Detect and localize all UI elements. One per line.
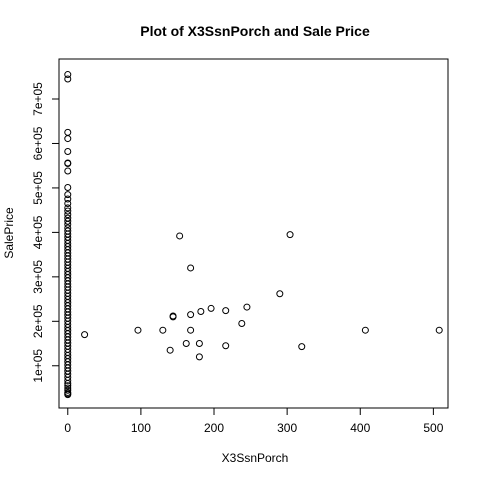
data-point [222,307,230,315]
data-points [64,71,443,399]
data-point [187,326,195,334]
y-axis-label: SalePrice [2,207,16,259]
x-tick-label: 400 [350,421,370,435]
x-tick-label: 0 [64,421,71,435]
y-tick-label: 2e+05 [31,304,45,338]
x-axis: 0 100 200 300 400 500 [64,407,444,435]
data-point [238,320,246,328]
data-point [197,308,205,316]
data-point [195,340,203,348]
x-tick-label: 100 [131,421,151,435]
data-point [64,191,72,199]
data-point [64,71,72,79]
data-point [64,386,72,394]
y-tick-label: 3e+05 [31,260,45,294]
y-axis: 1e+05 2e+05 3e+05 4e+05 5e+05 6e+05 7e+05 [31,82,60,383]
data-point [64,135,72,143]
y-tick-label: 5e+05 [31,171,45,205]
data-point [64,159,72,167]
data-point [64,183,72,191]
y-tick-label: 6e+05 [31,126,45,160]
data-point [159,326,167,334]
data-point [169,313,177,321]
data-point [64,167,72,175]
chart-title: Plot of X3SsnPorch and Sale Price [140,23,370,39]
data-point [64,376,72,384]
x-tick-label: 300 [277,421,297,435]
data-point [64,204,72,212]
x-axis-label: X3SsnPorch [222,451,289,465]
data-point [64,199,72,207]
data-point [435,326,443,334]
data-point [276,290,284,298]
x-tick-label: 500 [423,421,443,435]
plot-frame [58,58,449,409]
data-point [207,304,215,312]
data-point [64,220,72,228]
data-point [64,382,72,390]
data-point [176,232,184,240]
data-point [187,311,195,319]
data-point [64,128,72,136]
y-tick-label: 4e+05 [31,215,45,249]
data-point [64,211,72,219]
data-point [64,217,72,225]
data-point [64,391,72,399]
data-point [64,207,72,215]
data-point [222,342,230,350]
y-tick-label: 7e+05 [31,82,45,116]
data-point [64,75,72,83]
data-point [182,340,190,348]
data-point [361,326,369,334]
data-point [286,231,294,239]
data-point [81,331,89,339]
data-point [298,343,306,351]
data-point [134,326,142,334]
data-point [243,303,251,311]
y-tick-label: 1e+05 [31,349,45,383]
data-point [187,264,195,272]
data-point [195,353,203,361]
data-point [64,380,72,388]
x-tick-label: 200 [204,421,224,435]
data-point [64,195,72,203]
data-point [64,147,72,155]
data-point [166,346,174,354]
